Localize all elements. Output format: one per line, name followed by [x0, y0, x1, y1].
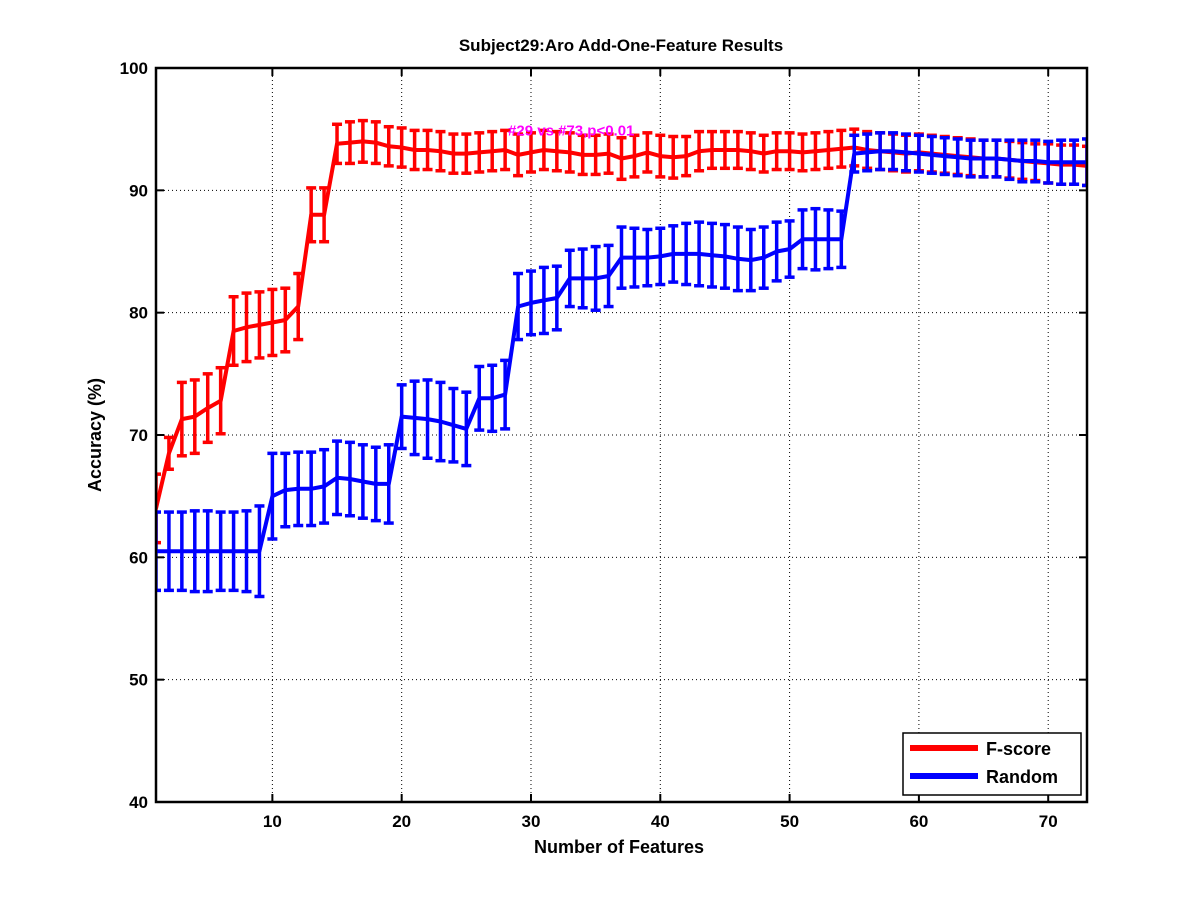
x-axis-label: Number of Features	[534, 837, 704, 857]
y-tick-label: 80	[129, 304, 148, 323]
plot-series	[156, 118, 1087, 599]
axis-ticks: 10 20 30 40 50 60 70 40 50 60 70 80 90 100	[120, 59, 1087, 831]
legend: F-score Random	[902, 732, 1082, 796]
x-tick-label: 10	[263, 812, 282, 831]
y-tick-label: 90	[129, 181, 148, 200]
series-random	[156, 131, 1087, 599]
series-line-random	[156, 149, 1087, 554]
x-tick-label: 20	[392, 812, 411, 831]
significance-annotation: #29 vs #73,p<0.01	[508, 122, 634, 139]
x-tick-label: 40	[651, 812, 670, 831]
y-tick-label: 50	[129, 671, 148, 690]
y-axis-label: Accuracy (%)	[85, 378, 105, 492]
chart-title: Subject29:Aro Add-One-Feature Results	[459, 36, 783, 55]
legend-label-random: Random	[986, 767, 1058, 787]
legend-box	[902, 732, 1082, 796]
x-tick-label: 50	[780, 812, 799, 831]
y-tick-label: 60	[129, 548, 148, 567]
legend-label-fscore: F-score	[986, 739, 1051, 759]
y-tick-label: 100	[120, 59, 148, 78]
y-tick-label: 40	[129, 793, 148, 812]
x-tick-label: 30	[522, 812, 541, 831]
y-tick-label: 70	[129, 426, 148, 445]
x-tick-label: 70	[1039, 812, 1058, 831]
x-tick-label: 60	[909, 812, 928, 831]
